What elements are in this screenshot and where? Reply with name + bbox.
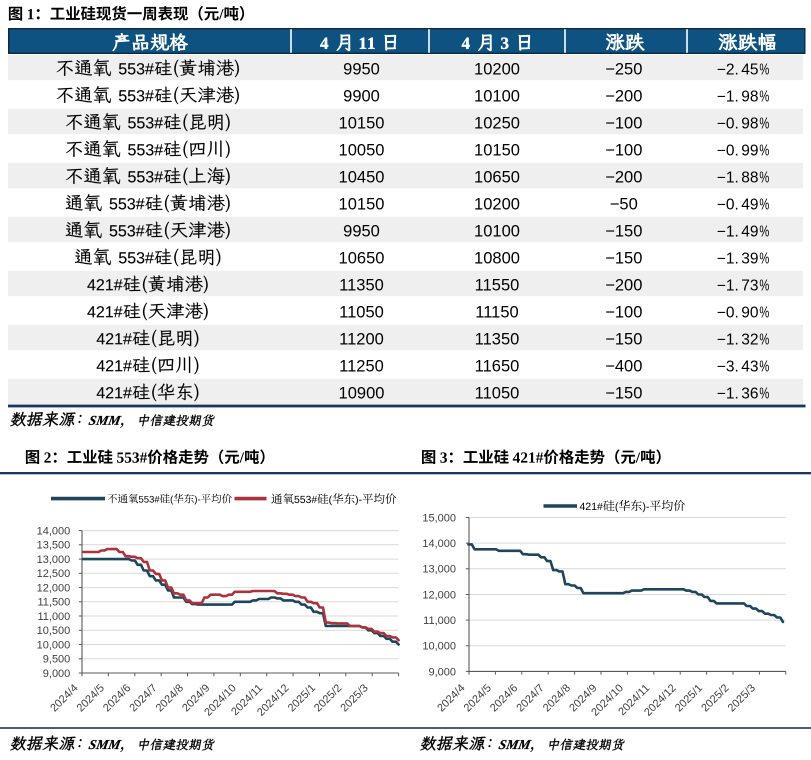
svg-text:11650: 11650	[475, 357, 520, 375]
svg-text:10900: 10900	[339, 384, 385, 402]
svg-text:%: %	[759, 385, 769, 402]
svg-text:11150: 11150	[475, 303, 518, 321]
svg-text:%: %	[759, 358, 769, 375]
svg-text:−2.45: −2. 45	[717, 61, 759, 78]
svg-text:−0.49: −0. 49	[717, 196, 759, 213]
svg-text:−1.39: −1. 39	[717, 250, 759, 267]
svg-text:−150: −150	[605, 384, 642, 402]
svg-text:−1.98: −1. 98	[717, 88, 759, 105]
svg-text:10,000: 10,000	[422, 641, 456, 653]
svg-text:%: %	[759, 304, 769, 321]
svg-text:11,500: 11,500	[37, 597, 70, 609]
svg-text:11350: 11350	[339, 276, 384, 294]
svg-text:%: %	[759, 331, 769, 348]
svg-text:11350: 11350	[475, 330, 520, 348]
svg-text:%: %	[759, 115, 769, 132]
svg-text:11200: 11200	[339, 330, 384, 348]
svg-text:11050: 11050	[339, 303, 384, 321]
svg-text:10650: 10650	[474, 168, 520, 186]
svg-text:10150: 10150	[474, 141, 520, 159]
svg-text:13,500: 13,500	[37, 540, 71, 552]
svg-text:14,000: 14,000	[37, 526, 71, 538]
svg-text:−200: −200	[605, 87, 642, 105]
svg-text:12,000: 12,000	[422, 589, 456, 601]
svg-text:−400: −400	[605, 357, 642, 375]
svg-text:10100: 10100	[474, 222, 520, 240]
svg-text:−100: −100	[605, 141, 642, 159]
svg-text:11,000: 11,000	[37, 611, 70, 623]
svg-text:%: %	[759, 277, 769, 294]
svg-text:−0.90: −0. 90	[717, 304, 759, 321]
svg-text:10,500: 10,500	[37, 625, 71, 637]
svg-text:12,500: 12,500	[37, 568, 71, 580]
svg-text:11550: 11550	[475, 276, 520, 294]
svg-text:−50: −50	[610, 195, 638, 213]
svg-text:−200: −200	[605, 168, 642, 186]
svg-text:10200: 10200	[474, 60, 520, 78]
svg-text:−150: −150	[605, 249, 642, 267]
svg-text:−0.98: −0. 98	[717, 115, 759, 132]
svg-text:10100: 10100	[474, 87, 520, 105]
svg-text:−100: −100	[605, 303, 642, 321]
svg-text:9950: 9950	[343, 60, 380, 78]
svg-text:−150: −150	[605, 222, 642, 240]
svg-text:10200: 10200	[474, 195, 520, 213]
svg-text:9,500: 9,500	[43, 654, 71, 666]
svg-text:14,000: 14,000	[422, 538, 456, 550]
svg-text:10150: 10150	[339, 195, 385, 213]
svg-text:−200: −200	[605, 276, 642, 294]
svg-text:%: %	[759, 223, 769, 240]
svg-text:10450: 10450	[339, 168, 385, 186]
svg-text:−1.32: −1. 32	[717, 331, 759, 348]
svg-text:9,000: 9,000	[428, 666, 456, 678]
svg-text:10800: 10800	[474, 249, 520, 267]
svg-text:10,000: 10,000	[37, 639, 71, 651]
svg-text:−250: −250	[605, 60, 642, 78]
svg-text:13,000: 13,000	[37, 554, 71, 566]
svg-text:%: %	[759, 61, 769, 78]
svg-text:−100: −100	[605, 114, 642, 132]
svg-text:10250: 10250	[474, 114, 520, 132]
svg-text:−1.88: −1. 88	[717, 169, 759, 186]
svg-text:−0.99: −0. 99	[717, 142, 759, 159]
svg-text:11050: 11050	[475, 384, 520, 402]
svg-text:9900: 9900	[343, 87, 380, 105]
svg-text:11,000: 11,000	[423, 615, 456, 627]
svg-text:13,000: 13,000	[422, 564, 456, 576]
svg-text:−1.36: −1. 36	[717, 385, 759, 402]
svg-text:15,000: 15,000	[422, 512, 456, 524]
svg-text:9950: 9950	[343, 222, 380, 240]
svg-text:%: %	[759, 196, 769, 213]
svg-text:10650: 10650	[339, 249, 385, 267]
svg-text:9,000: 9,000	[43, 668, 71, 680]
svg-text:−1.49: −1. 49	[717, 223, 759, 240]
svg-text:10150: 10150	[339, 114, 385, 132]
svg-text:12,000: 12,000	[37, 583, 71, 595]
svg-text:%: %	[759, 142, 769, 159]
svg-text:−150: −150	[605, 330, 642, 348]
svg-text:11250: 11250	[339, 357, 384, 375]
svg-text:−1.73: −1. 73	[717, 277, 759, 294]
svg-text:10050: 10050	[339, 141, 385, 159]
svg-text:%: %	[759, 88, 769, 105]
svg-text:%: %	[759, 250, 769, 267]
svg-text:−3.43: −3. 43	[717, 358, 759, 375]
svg-text:%: %	[759, 169, 769, 186]
